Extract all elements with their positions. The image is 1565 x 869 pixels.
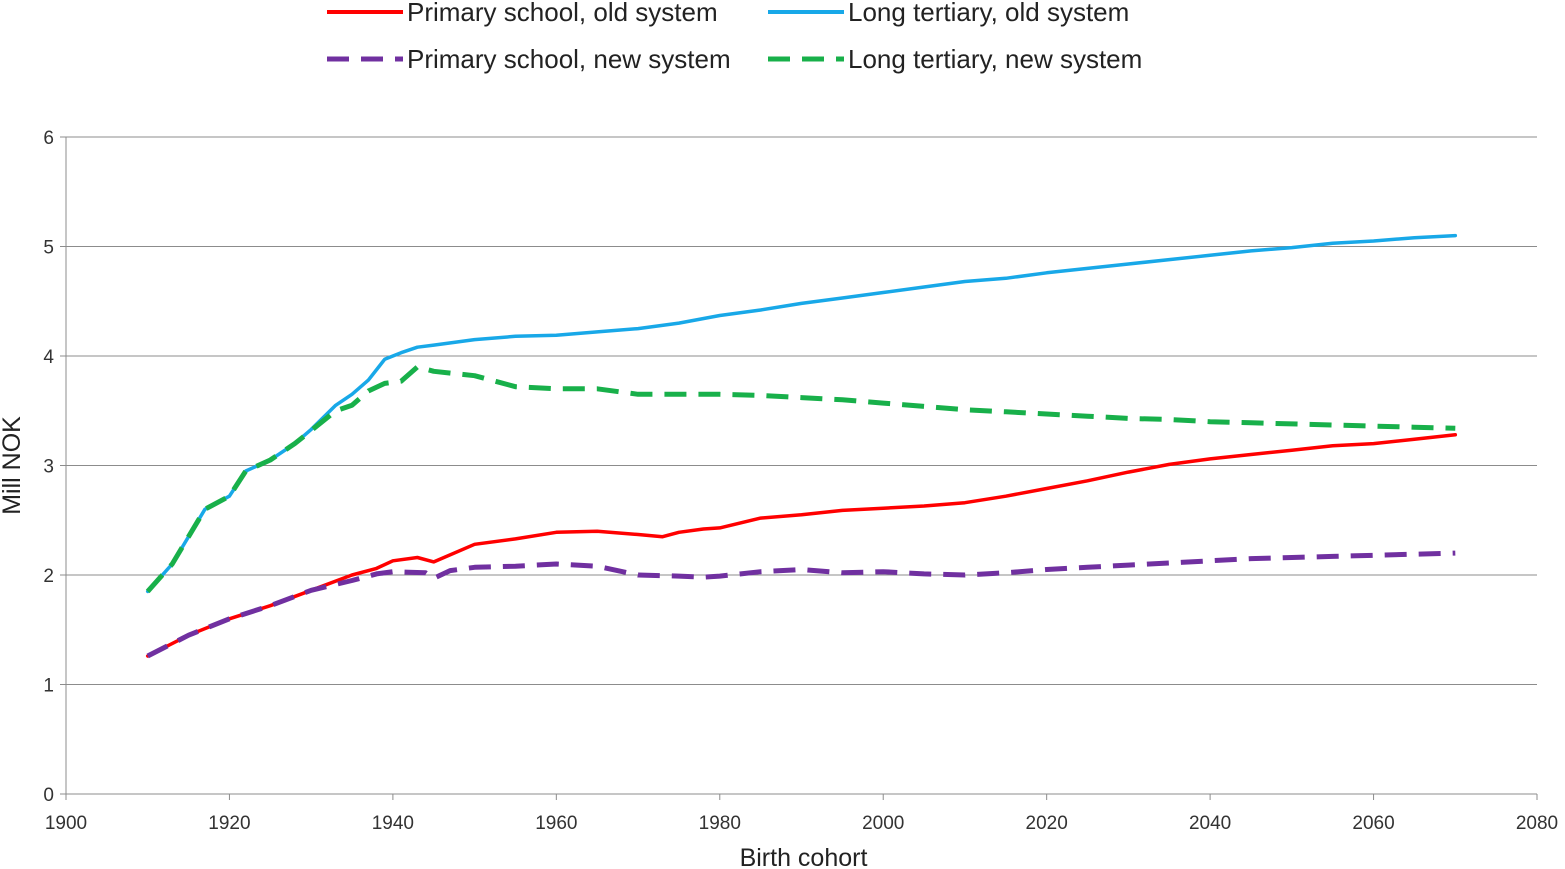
x-tick-label: 1980 — [699, 813, 741, 834]
y-tick-label: 3 — [43, 457, 54, 478]
legend-item-3: Primary school, new system — [327, 44, 731, 74]
gridlines — [66, 136, 1537, 685]
legend-item-2: Long tertiary, old system — [768, 0, 1129, 27]
x-tick-label: 2000 — [862, 813, 904, 834]
legend-item-4: Long tertiary, new system — [768, 44, 1142, 74]
axes — [60, 136, 1538, 800]
series-line-1 — [145, 433, 1458, 658]
y-tick-label: 2 — [43, 566, 54, 587]
x-tick-label: 2040 — [1189, 813, 1231, 834]
y-tick-label: 6 — [43, 128, 54, 149]
legend-label: Long tertiary, new system — [848, 44, 1142, 74]
tick-labels: 0 1 2 3 4 5 6 1900 1920 1940 1960 1980 2000 2020 2040 2… — [43, 128, 1558, 834]
y-tick-label: 5 — [43, 238, 54, 259]
x-tick-label: 1900 — [45, 813, 87, 834]
legend-label: Primary school, old system — [407, 0, 718, 27]
legend-label: Primary school, new system — [407, 44, 731, 74]
legend-label: Long tertiary, old system — [848, 0, 1129, 27]
x-tick-label: 1940 — [372, 813, 414, 834]
x-axis-title: Birth cohort — [740, 844, 868, 869]
x-tick-label: 2060 — [1352, 813, 1394, 834]
y-axis-title: Mill NOK — [0, 416, 26, 515]
series-line-3 — [146, 550, 1456, 659]
x-tick-label: 2020 — [1026, 813, 1068, 834]
series-line-4 — [145, 364, 1456, 594]
series-group — [145, 233, 1458, 659]
x-tick-label: 1920 — [208, 813, 250, 834]
x-tick-label: 1960 — [535, 813, 577, 834]
legend-item-1: Primary school, old system — [327, 0, 718, 27]
x-tick-label: 2080 — [1516, 813, 1558, 834]
series-line-2 — [145, 233, 1458, 594]
legend: Primary school, old system Long tertiary,… — [327, 0, 1142, 74]
y-tick-label: 4 — [43, 347, 54, 368]
y-tick-label: 0 — [43, 785, 54, 806]
y-tick-label: 1 — [43, 676, 54, 697]
